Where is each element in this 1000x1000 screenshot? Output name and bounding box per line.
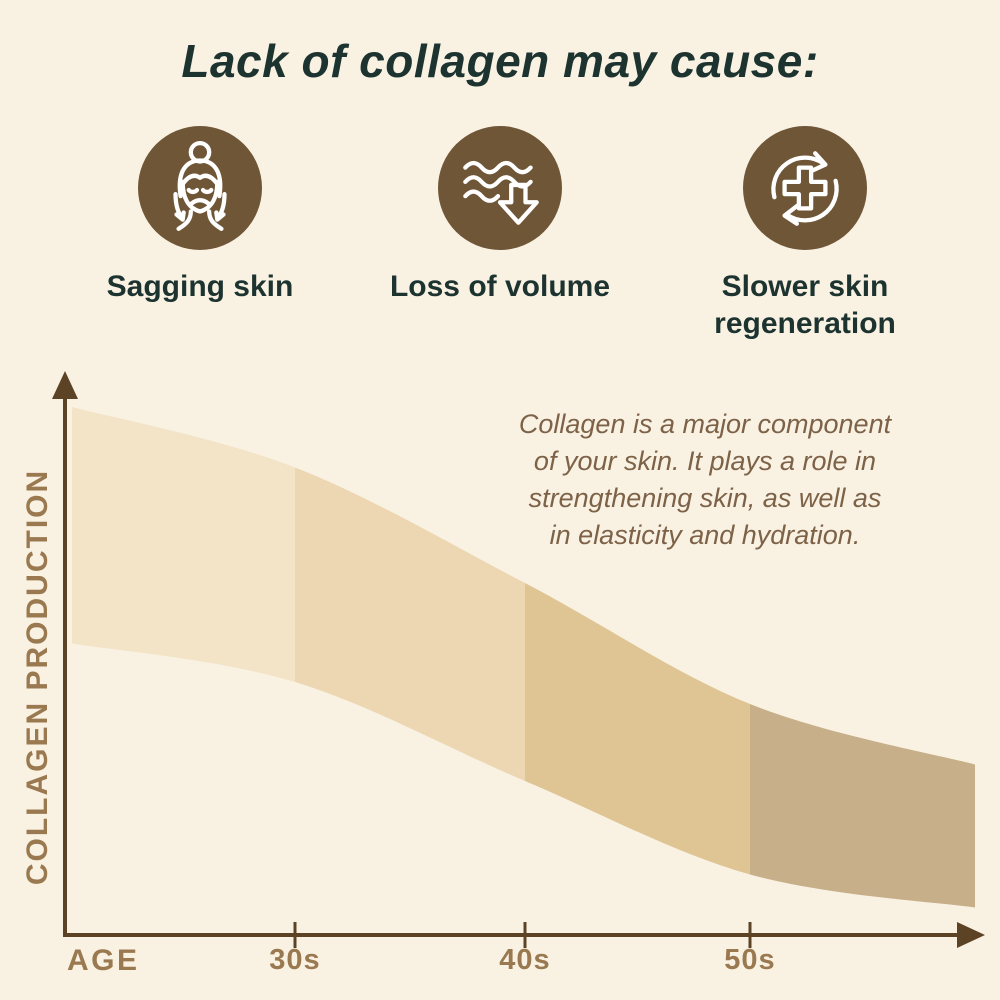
band-segment-3	[525, 583, 750, 875]
note-line: Collagen is a major component	[518, 409, 892, 439]
icon-circle	[743, 126, 867, 250]
cause-skin-regeneration: Slower skin regeneration	[665, 126, 945, 343]
cause-label: Loss of volume	[389, 270, 611, 303]
note-line: strengthening skin, as well as	[528, 483, 882, 513]
cause-loss-of-volume: Loss of volume	[360, 126, 640, 306]
band-segment-2	[295, 467, 525, 781]
note-line: of your skin. It plays a role in	[533, 446, 877, 476]
sagging-skin-icon	[173, 140, 227, 231]
page-title: Lack of collagen may cause:	[181, 35, 819, 87]
cause-label: Slower skin regeneration	[714, 270, 896, 340]
x-axis-label: AGE	[67, 944, 140, 977]
x-axis-arrow-icon	[957, 922, 985, 948]
y-axis-arrow-icon	[52, 371, 78, 399]
loss-of-volume-icon	[463, 160, 539, 225]
cause-label: Sagging skin	[106, 270, 294, 303]
icon-circle	[138, 126, 262, 250]
skin-regeneration-icon	[771, 151, 839, 226]
x-tick-label-30s: 30s	[269, 944, 321, 976]
x-tick-label-50s: 50s	[724, 944, 776, 976]
icon-circle	[438, 126, 562, 250]
note-line: in elasticity and hydration.	[549, 520, 861, 550]
cause-sagging-skin: Sagging skin	[60, 126, 340, 306]
x-tick-label-40s: 40s	[499, 944, 551, 976]
band-segment-1	[72, 407, 295, 682]
chart-band	[72, 407, 975, 908]
band-segment-4	[750, 704, 975, 908]
y-axis-label: COLLAGEN PRODUCTION	[21, 468, 54, 886]
chart-note: Collagen is a major component of your sk…	[470, 406, 940, 554]
